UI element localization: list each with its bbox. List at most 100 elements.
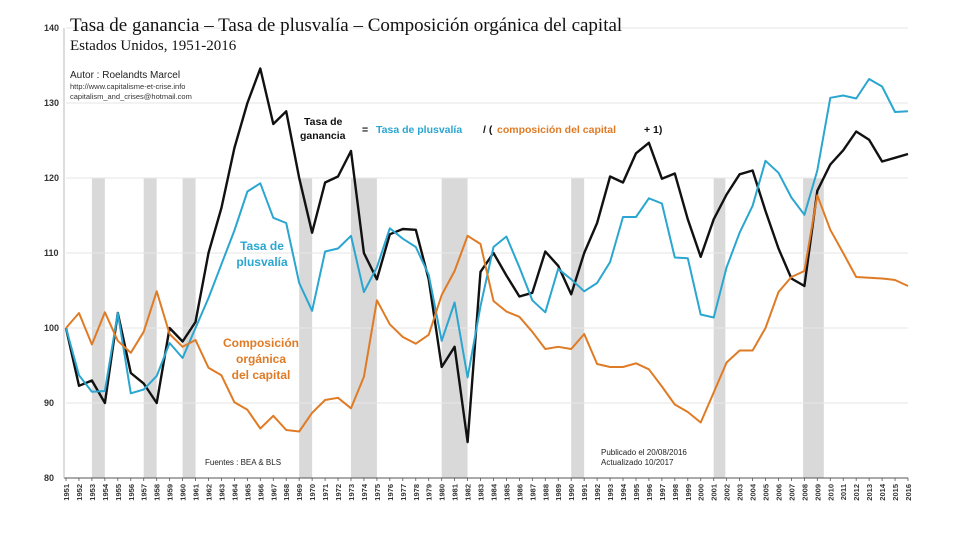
x-tick-label: 2015 <box>891 484 900 501</box>
x-tick-label: 2013 <box>865 484 874 501</box>
series-line-composicion <box>65 194 909 433</box>
y-tick-label: 100 <box>44 323 59 333</box>
series-label-plusvalia: Tasa de plusvalía <box>236 239 288 269</box>
x-tick-label: 1991 <box>580 484 589 501</box>
x-tick-label: 1963 <box>217 484 226 501</box>
author-credit: Autor : Roelandts Marcel <box>70 70 180 81</box>
x-tick-label: 1968 <box>282 484 291 501</box>
x-tick-label: 1967 <box>269 484 278 501</box>
x-tick-label: 2000 <box>697 484 706 501</box>
x-tick-label: 1987 <box>528 484 537 501</box>
chart-title: Tasa de ganancia – Tasa de plusvalía – C… <box>70 15 622 36</box>
x-tick-label: 1964 <box>230 483 239 501</box>
x-tick-label: 1955 <box>114 484 123 501</box>
formula-slash: / ( <box>483 124 493 136</box>
x-tick-label: 2008 <box>800 484 809 501</box>
updated-note: Actualizado 10/2017 <box>601 458 674 467</box>
y-tick-label: 90 <box>44 398 54 408</box>
series-label-composicion: Composición orgánica del capital <box>223 336 299 382</box>
y-tick-label: 130 <box>44 98 59 108</box>
x-tick-label: 1961 <box>192 484 201 501</box>
x-tick-label: 2001 <box>710 484 719 501</box>
x-tick-label: 1984 <box>489 483 498 501</box>
x-tick-label: 2007 <box>787 484 796 501</box>
x-tick-label: 1971 <box>321 484 330 501</box>
x-tick-label: 1960 <box>179 484 188 501</box>
x-tick-label: 1972 <box>334 484 343 501</box>
label-plusvalia-line1: Tasa de <box>240 239 284 253</box>
x-tick-label: 1980 <box>438 484 447 501</box>
x-tick-label: 1999 <box>684 484 693 501</box>
x-tick-label: 1989 <box>554 484 563 501</box>
formula-equals: = <box>362 124 368 136</box>
formula: Tasa de ganancia = Tasa de plusvalía / (… <box>300 116 662 142</box>
x-tick-label: 2009 <box>813 484 822 501</box>
x-tick-label: 1974 <box>360 483 369 501</box>
x-tick-label: 2004 <box>749 483 758 501</box>
x-tick-label: 1958 <box>153 484 162 501</box>
x-tick-label: 1996 <box>645 484 654 501</box>
x-tick-label: 2011 <box>839 484 848 500</box>
x-tick-label: 1976 <box>386 484 395 501</box>
published-note: Publicado el 20/08/2016 <box>601 448 687 457</box>
y-tick-label: 80 <box>44 473 54 483</box>
x-tick-label: 1990 <box>567 484 576 501</box>
x-tick-label: 1951 <box>62 484 71 501</box>
formula-composicion: composición del capital <box>497 124 616 136</box>
sources-note: Fuentes : BEA & BLS <box>205 458 281 467</box>
x-tick-label: 1985 <box>502 484 511 501</box>
x-tick-label: 1978 <box>412 484 421 501</box>
formula-plusvalia: Tasa de plusvalía <box>376 124 462 136</box>
x-tick-label: 1954 <box>101 483 110 501</box>
x-tick-label: 2005 <box>762 484 771 501</box>
chart-subtitle: Estados Unidos, 1951-2016 <box>70 38 237 54</box>
label-composicion-line2: orgánica <box>236 352 286 366</box>
x-tick-label: 2006 <box>774 484 783 501</box>
label-composicion-line3: del capital <box>232 368 291 382</box>
x-tick-label: 1992 <box>593 484 602 501</box>
x-tick-label: 1995 <box>632 484 641 501</box>
x-tick-label: 1953 <box>88 484 97 501</box>
x-tick-label: 1965 <box>243 484 252 501</box>
y-tick-label: 110 <box>44 248 59 258</box>
x-tick-label: 2002 <box>723 484 732 501</box>
x-tick-label: 1979 <box>425 484 434 501</box>
x-tick-label: 1970 <box>308 484 317 501</box>
y-tick-label: 120 <box>44 173 59 183</box>
x-tick-label: 1975 <box>373 484 382 501</box>
x-tick-label: 1982 <box>464 484 473 501</box>
x-tick-label: 2010 <box>826 484 835 501</box>
x-tick-label: 1973 <box>347 484 356 501</box>
x-tick-label: 1993 <box>606 484 615 501</box>
contact-url: http://www.capitalisme-et-crise.info <box>70 82 185 91</box>
x-tick-label: 1983 <box>477 484 486 501</box>
x-tick-label: 1986 <box>515 484 524 501</box>
series-lines <box>64 67 909 444</box>
formula-ganancia-line1: Tasa de <box>304 116 342 128</box>
formula-plus-one: + 1) <box>644 124 662 136</box>
x-tick-label: 1962 <box>204 484 213 501</box>
formula-ganancia-line2: ganancia <box>300 130 346 142</box>
contact-email: capitalism_and_crises@hotmail.com <box>70 92 192 101</box>
x-tick-label: 1956 <box>127 484 136 501</box>
x-tick-label: 2003 <box>736 484 745 501</box>
x-tick-label: 1994 <box>619 483 628 501</box>
x-tick-label: 1998 <box>671 484 680 501</box>
x-tick-label: 1969 <box>295 484 304 501</box>
x-tick-label: 1988 <box>541 484 550 501</box>
series-line-ganancia <box>64 67 909 444</box>
y-tick-label: 140 <box>44 23 59 33</box>
x-tick-label: 1981 <box>451 484 460 501</box>
label-plusvalia-line2: plusvalía <box>236 255 288 269</box>
axes: 80 90 100 110 120 130 140 1951 1952 1953 1954 1955 1… <box>44 23 913 501</box>
x-tick-label: 2014 <box>878 483 887 501</box>
x-tick-label: 1977 <box>399 484 408 501</box>
x-tick-label: 2016 <box>904 484 913 501</box>
x-tick-label: 1957 <box>140 484 149 501</box>
x-tick-label: 2012 <box>852 484 861 501</box>
label-composicion-line1: Composición <box>223 336 299 350</box>
x-tick-label: 1952 <box>75 484 84 501</box>
x-tick-label: 1966 <box>256 484 265 501</box>
x-tick-label: 1997 <box>658 484 667 501</box>
